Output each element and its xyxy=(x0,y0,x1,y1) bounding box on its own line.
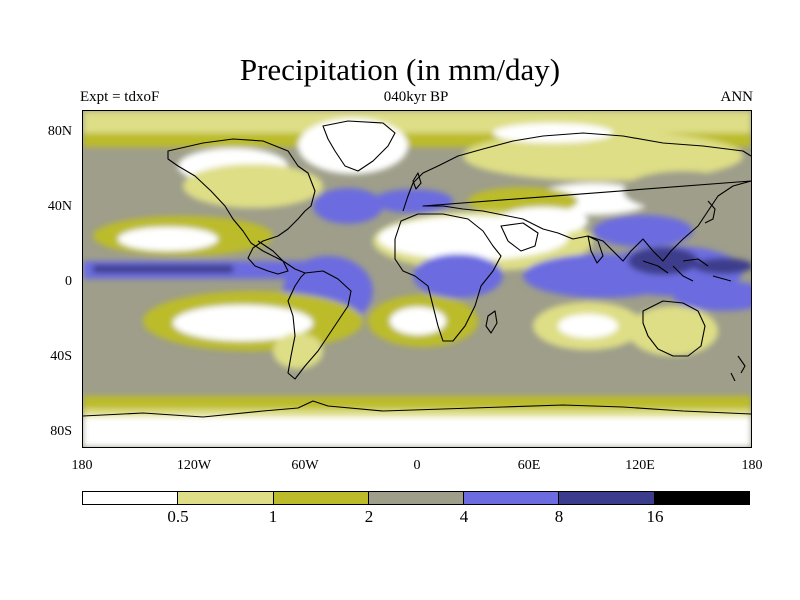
coastlines xyxy=(83,120,751,418)
colorbar-label: 8 xyxy=(554,507,564,526)
south-america-coast xyxy=(287,270,352,380)
japan-coast xyxy=(704,200,716,224)
natl-storm xyxy=(313,188,383,224)
precipitation-map xyxy=(82,110,752,448)
colorbar-label: 0.5 xyxy=(167,507,189,526)
y-tick-label: 40N xyxy=(47,199,72,214)
greenland-dry xyxy=(298,118,408,174)
natl-storm2 xyxy=(373,189,453,213)
colorbar xyxy=(82,491,750,505)
sepac-w xyxy=(173,305,313,341)
experiment-label: Expt = tdxoF xyxy=(80,89,160,105)
x-tick-label: 120W xyxy=(176,458,212,473)
new-zealand-coast xyxy=(730,355,746,382)
spcz xyxy=(673,281,751,311)
y-tick-label: 80S xyxy=(50,424,72,439)
colorbar-label: 16 xyxy=(646,507,664,526)
siberia-white xyxy=(493,123,613,143)
africa-coast xyxy=(394,213,502,342)
colorbar-swatch xyxy=(273,492,369,504)
map-title: Precipitation (in mm/day) xyxy=(239,52,561,87)
x-tick-label: 0 xyxy=(413,458,421,473)
nam-yellow xyxy=(183,164,323,208)
npac-subtrop-w xyxy=(118,227,218,251)
eurasia-coast xyxy=(402,132,751,262)
period-label: 040kyr BP xyxy=(383,89,449,105)
sind-w xyxy=(558,314,618,338)
x-tick-label: 120E xyxy=(625,458,655,473)
satl-w xyxy=(390,307,446,335)
arabia-coast xyxy=(500,222,539,252)
colorbar-swatch xyxy=(464,492,560,504)
x-tick-label: 60E xyxy=(517,458,541,473)
season-label: ANN xyxy=(720,89,754,105)
uk-coast xyxy=(412,172,422,190)
y-tick-label: 40S xyxy=(50,349,72,364)
map-svg xyxy=(83,111,751,447)
x-tick-label: 180 xyxy=(71,458,93,473)
colorbar-swatch xyxy=(83,492,179,504)
sam-south-y xyxy=(273,333,323,369)
colorbar-label: 1 xyxy=(268,507,278,526)
npac-storm xyxy=(623,171,743,211)
pac-dark-east xyxy=(693,258,751,274)
north-america-coast xyxy=(167,138,316,275)
australia-coast xyxy=(642,300,706,357)
antarctic-white xyxy=(83,417,751,447)
colorbar-swatch xyxy=(178,492,274,504)
x-tick-label: 60W xyxy=(291,458,319,473)
india-coast xyxy=(587,235,604,264)
colorbar-label: 4 xyxy=(459,507,469,526)
antarctica-coast xyxy=(83,400,751,418)
arctic-light xyxy=(83,111,751,133)
colorbar-swatch xyxy=(654,492,749,504)
colorbar-swatch xyxy=(368,492,465,504)
australia-y xyxy=(628,306,718,356)
itcz-pacific-dark xyxy=(93,265,233,273)
madagascar-coast xyxy=(485,310,498,334)
colorbar-label: 2 xyxy=(364,507,374,526)
y-tick-label: 0 xyxy=(65,274,72,289)
greenland-coast xyxy=(322,120,396,172)
central-america-coast xyxy=(257,240,306,274)
se-asia-islands xyxy=(642,258,732,282)
y-tick-label: 80N xyxy=(47,124,72,139)
colorbar-swatch xyxy=(559,492,655,504)
x-tick-label: 180 xyxy=(741,458,763,473)
arabia-w xyxy=(498,207,588,235)
tibet-blue xyxy=(593,215,693,247)
antarctic-yellow xyxy=(83,409,751,419)
